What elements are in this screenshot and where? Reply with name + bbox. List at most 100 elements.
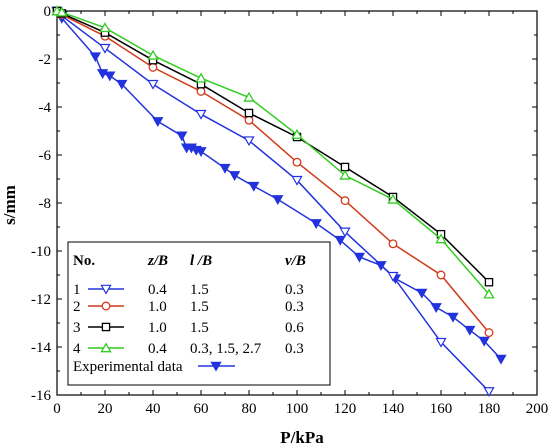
data-point	[416, 288, 428, 299]
legend-row-no: 1	[73, 282, 81, 298]
legend-row-lb: 1.5	[190, 282, 209, 298]
legend-row-zb: 1.0	[148, 320, 167, 336]
data-point	[478, 336, 490, 347]
y-tick-label: -8	[39, 196, 52, 212]
data-point	[228, 171, 241, 181]
y-ticks: 0 -2 -4 -6 -8 -10 -12 -14 -16	[31, 4, 537, 404]
data-point	[430, 303, 442, 313]
data-point	[435, 233, 447, 244]
legend-header-lb: l /B	[190, 253, 212, 269]
y-tick-label: 0	[44, 4, 52, 20]
data-point	[272, 195, 284, 205]
x-tick-label: 40	[146, 401, 161, 417]
data-point	[243, 136, 255, 147]
data-point	[484, 328, 494, 338]
data-point	[339, 169, 351, 180]
x-tick-label: 120	[334, 401, 357, 417]
data-point	[436, 270, 446, 280]
data-point	[56, 6, 68, 17]
y-tick-label: -6	[39, 148, 52, 164]
data-point	[483, 288, 495, 299]
y-tick-label: -16	[31, 388, 51, 404]
data-point	[99, 22, 111, 33]
data-point	[435, 337, 447, 348]
series-experimental	[51, 6, 507, 365]
data-point	[464, 325, 476, 336]
x-axis-title: P/kPa	[280, 428, 324, 447]
legend-row-no: 4	[73, 341, 81, 357]
legend-row-vb: 0.3	[285, 341, 304, 357]
legend-row-no: 2	[73, 299, 81, 315]
legend-row-2: 2 1.0 1.5 0.3	[73, 299, 304, 315]
data-point	[210, 361, 222, 372]
legend-row-zb: 0.4	[148, 282, 167, 298]
x-tick-label: 20	[98, 401, 113, 417]
data-point	[100, 342, 112, 353]
legend-row-lb: 0.3, 1.5, 2.7	[190, 341, 262, 357]
legend-row-zb: 0.4	[148, 341, 167, 357]
data-point	[388, 239, 398, 249]
x-tick-label: 0	[53, 401, 61, 417]
legend-experimental-label: Experimental data	[73, 359, 183, 375]
data-point	[291, 128, 303, 139]
x-tick-label: 100	[286, 401, 309, 417]
y-tick-label: -2	[39, 52, 52, 68]
legend-row-vb: 0.3	[285, 282, 304, 298]
y-tick-label: -12	[31, 292, 51, 308]
data-point	[196, 86, 206, 96]
data-point	[387, 271, 399, 282]
data-point	[147, 79, 159, 90]
data-point	[244, 108, 254, 118]
x-tick-label: 80	[242, 401, 257, 417]
data-point	[353, 252, 366, 263]
data-point	[195, 72, 207, 83]
data-point	[248, 181, 260, 192]
data-point	[340, 196, 350, 206]
legend-header-no: No.	[73, 253, 95, 269]
legend-row-vb: 0.6	[285, 320, 304, 336]
legend-row-vb: 0.3	[285, 299, 304, 315]
y-axis-title: s/mm	[0, 185, 19, 225]
data-point	[292, 157, 302, 167]
y-tick-label: -10	[31, 244, 51, 260]
data-point	[104, 71, 116, 82]
data-point	[219, 163, 231, 174]
legend-row-4: 4 0.4 0.3, 1.5, 2.7 0.3	[73, 341, 304, 357]
data-point	[243, 91, 255, 102]
legend-box	[67, 241, 331, 386]
data-point	[101, 301, 111, 311]
data-point	[152, 117, 164, 127]
y-tick-label: -4	[39, 100, 52, 116]
plot-area	[51, 5, 507, 397]
legend-row-experimental	[198, 361, 235, 372]
legend-header-zb: z/B	[147, 253, 168, 269]
x-ticks: 0 20 40 60 80 100 120 140 160 180 200	[53, 11, 548, 417]
data-point	[339, 227, 351, 238]
x-tick-label: 200	[526, 401, 549, 417]
data-point	[291, 175, 303, 186]
data-point	[101, 322, 111, 332]
data-point	[89, 52, 102, 63]
x-tick-label: 60	[194, 401, 209, 417]
data-point	[195, 109, 207, 120]
data-point	[340, 162, 350, 172]
data-point	[310, 219, 322, 229]
x-tick-label: 160	[430, 401, 453, 417]
legend-row-zb: 1.0	[148, 299, 167, 315]
y-tick-label: -14	[31, 340, 51, 356]
legend-row-lb: 1.5	[190, 299, 209, 315]
legend-row-1: 1 0.4 1.5 0.3	[73, 282, 304, 298]
data-point	[484, 277, 494, 287]
data-point	[244, 115, 254, 125]
x-tick-label: 180	[478, 401, 501, 417]
series-4	[51, 5, 495, 299]
legend-row-3: 3 1.0 1.5 0.6	[73, 320, 304, 336]
legend-row-no: 3	[73, 320, 81, 336]
data-point	[99, 43, 111, 54]
data-point	[483, 387, 495, 397]
data-point	[447, 312, 459, 323]
data-point	[148, 62, 158, 72]
data-point	[147, 49, 159, 60]
data-point	[176, 131, 188, 142]
